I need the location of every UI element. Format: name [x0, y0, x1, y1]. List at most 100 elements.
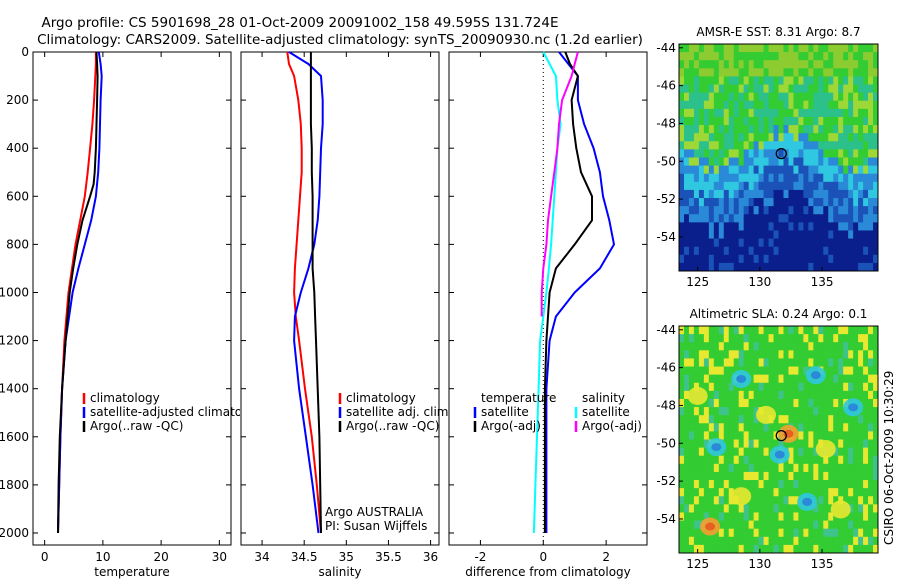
sla_map-heatmap-cell	[778, 342, 784, 351]
sst_map-heatmap-cell	[683, 125, 690, 134]
sla_map-heatmap-cell	[679, 334, 685, 343]
sla_map-heatmap-cell	[748, 471, 755, 481]
salinity-annotation-line: Argo AUSTRALIA	[325, 505, 424, 519]
sla_map-heatmap-cell	[758, 447, 765, 457]
sst_map-heatmap-cell	[808, 116, 814, 126]
sst_map-heatmap-cell	[758, 157, 765, 167]
sst_map-heatmap-cell	[783, 84, 789, 94]
sst_map-heatmap-cell	[748, 141, 755, 150]
sst_map-heatmap-cell	[793, 165, 799, 175]
sla_map-heatmap-cell	[818, 334, 824, 343]
sst_map-heatmap-cell	[703, 68, 710, 77]
sst_map-heatmap-cell	[843, 133, 849, 142]
sla_map-heatmap-cell	[703, 342, 710, 351]
sst_map-heatmap-cell	[873, 189, 879, 199]
sla_map-heatmap-cell	[828, 415, 834, 424]
sla_map-heatmap-cell	[868, 382, 874, 392]
sst_map-heatmap-cell	[728, 230, 735, 240]
sst_map-heatmap-cell	[728, 52, 735, 61]
sst_map-heatmap-cell	[838, 141, 844, 150]
sst_map-heatmap-cell	[838, 68, 844, 77]
sst_map-heatmap-cell	[713, 116, 720, 126]
sst_map-heatmap-cell	[773, 76, 779, 86]
sla_map-heatmap-cell	[803, 463, 809, 473]
sst_map-heatmap-cell	[843, 44, 849, 53]
sst_map-heatmap-cell	[738, 157, 745, 167]
sla_map-heatmap-cell	[868, 358, 874, 368]
sst_map-heatmap-cell	[743, 222, 750, 231]
sst_map-heatmap-cell	[773, 198, 779, 207]
sla_map-heatmap-cell	[838, 423, 844, 432]
sst_map-heatmap-cell	[873, 125, 879, 134]
sst_map-heatmap-cell	[793, 125, 799, 134]
sst_map-heatmap-cell	[828, 133, 834, 142]
sst_map-heatmap-cell	[778, 100, 784, 110]
sla_map-heatmap-cell	[778, 496, 784, 505]
sla_map-heatmap-cell	[868, 390, 874, 400]
salinity-legend-label: Argo(..raw -QC)	[346, 419, 439, 433]
sla_map-heatmap-cell	[773, 471, 779, 481]
sla_map-heatmap-cell	[818, 326, 824, 335]
sla_map-heatmap-cell	[733, 423, 740, 432]
sla_map-heatmap-cell	[813, 390, 819, 400]
sla_map-ytick-label: -50	[656, 436, 676, 450]
sst_map-heatmap-cell	[768, 60, 775, 69]
sst_map-heatmap-cell	[798, 108, 804, 118]
sst_map-heatmap-cell	[828, 92, 834, 102]
sst_map-heatmap-cell	[768, 262, 775, 272]
sla_map-heatmap-cell	[793, 463, 799, 473]
sla_map-heatmap-cell	[778, 358, 784, 368]
sst_map-heatmap-cell	[813, 52, 819, 61]
sla_map-heatmap-cell	[793, 528, 799, 538]
sst_map-heatmap-cell	[868, 189, 874, 199]
sst_map-heatmap-cell	[698, 76, 705, 86]
sla_map-heatmap-cell	[818, 544, 824, 554]
sst_map-heatmap-cell	[733, 238, 740, 248]
sst_map-heatmap-cell	[693, 100, 700, 110]
sst_map-heatmap-cell	[823, 262, 829, 272]
sla_map-heatmap-cell	[718, 415, 725, 424]
sst_map-heatmap-cell	[873, 262, 879, 272]
sst_map-heatmap-cell	[723, 92, 730, 102]
sla_map-heatmap-cell	[688, 423, 695, 432]
sla_map-heatmap-cell	[828, 423, 834, 432]
sla_map-heatmap-cell	[753, 512, 760, 522]
sla_map-heatmap-cell	[733, 390, 740, 400]
sla_map-heatmap-cell	[873, 342, 879, 351]
sla_map-heatmap-cell	[818, 512, 824, 522]
sla_map-heatmap-cell	[838, 528, 844, 538]
sst_map-heatmap-cell	[823, 108, 829, 118]
sla_map-heatmap-cell	[753, 431, 760, 440]
sla_map-heatmap-cell	[703, 423, 710, 432]
sst_map-heatmap-cell	[818, 149, 824, 158]
sla_map-heatmap-cell	[838, 520, 844, 530]
sla_map-heatmap-cell	[798, 439, 804, 449]
sla_map-heatmap-cell	[703, 415, 710, 424]
sst_map-heatmap-cell	[688, 189, 695, 199]
sla_map-heatmap-cell	[813, 463, 819, 473]
sla_map-heatmap-cell	[823, 326, 829, 335]
sla_map-heatmap-cell	[723, 504, 730, 513]
sst_map-heatmap-cell	[688, 262, 695, 272]
sla_map-heatmap-cell	[773, 326, 779, 335]
sst_map-heatmap-cell	[758, 222, 765, 231]
sst_map-heatmap-cell	[758, 181, 765, 191]
sst_map-heatmap-cell	[843, 92, 849, 102]
sst_map-heatmap-cell	[698, 149, 705, 158]
sst_map-heatmap-cell	[688, 60, 695, 69]
sst_map-heatmap-cell	[798, 165, 804, 175]
side-timestamp: CSIRO 06-Oct-2009 10:30:29	[882, 371, 896, 545]
sst_map-heatmap-cell	[703, 52, 710, 61]
sla_map-heatmap-cell	[713, 455, 720, 465]
sst_map-heatmap-cell	[863, 133, 869, 142]
sst_map-heatmap-cell	[693, 165, 700, 175]
sst_map-heatmap-cell	[748, 100, 755, 110]
sst_map-heatmap-cell	[748, 198, 755, 207]
sla_map-heatmap-cell	[843, 390, 849, 400]
sst_map-heatmap-cell	[798, 246, 804, 256]
sst_map-heatmap-cell	[783, 181, 789, 191]
sst_map-heatmap-cell	[723, 125, 730, 134]
sst_map-heatmap-cell	[858, 141, 864, 150]
sst_map-ytick-label: -44	[656, 41, 676, 55]
sst_map-heatmap-cell	[858, 84, 864, 94]
